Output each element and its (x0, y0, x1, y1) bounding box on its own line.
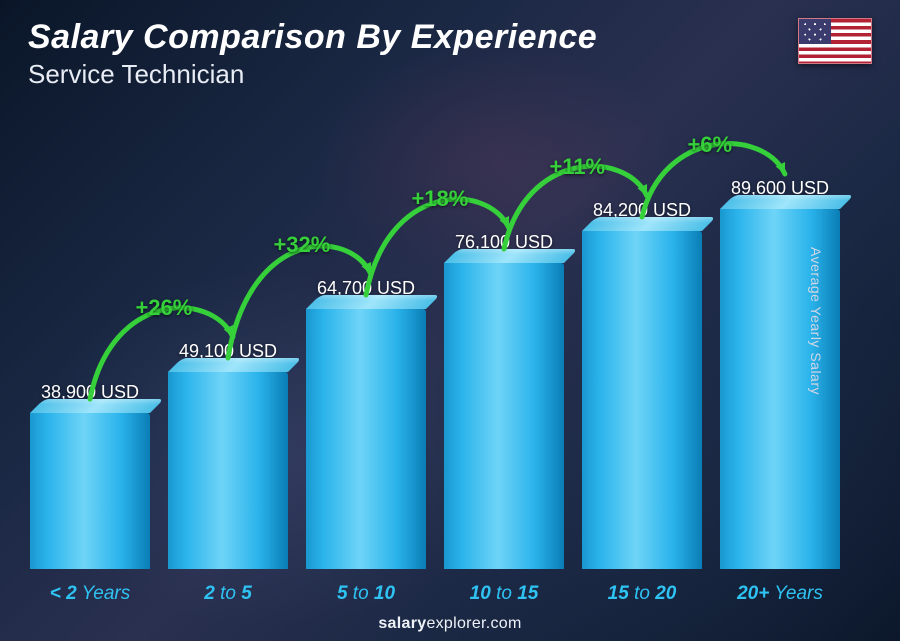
bar-front-face (444, 263, 564, 569)
bar-chart: 38,900 USD49,100 USD64,700 USD76,100 USD… (30, 109, 840, 569)
page-title: Salary Comparison By Experience (28, 18, 597, 57)
bar-front-face (168, 372, 288, 569)
footer-brand: salaryexplorer.com (0, 615, 900, 633)
x-axis-label: 10 to 15 (444, 583, 564, 605)
footer-brand-rest: explorer.com (426, 615, 521, 632)
x-axis-labels: < 2 Years 2 to 5 5 to 10 10 to 15 15 to 20 20… (30, 583, 840, 605)
bar (168, 372, 288, 569)
header: Salary Comparison By Experience Service … (28, 18, 872, 90)
bar-group: 38,900 USD (30, 382, 150, 569)
x-axis-label: < 2 Years (30, 583, 150, 605)
bar-group: 76,100 USD (444, 232, 564, 569)
y-axis-label: Average Yearly Salary (808, 247, 824, 395)
bar-top-face (168, 358, 302, 372)
bar (306, 309, 426, 569)
footer-brand-bold: salary (378, 615, 426, 632)
bar-top-face (306, 295, 440, 309)
bar (30, 413, 150, 569)
us-flag-icon (798, 18, 872, 64)
bar-top-face (30, 399, 164, 413)
x-axis-label: 5 to 10 (306, 583, 426, 605)
x-axis-label: 15 to 20 (582, 583, 702, 605)
bar (444, 263, 564, 569)
page-subtitle: Service Technician (28, 59, 597, 90)
bar-group: 49,100 USD (168, 341, 288, 569)
bar-front-face (306, 309, 426, 569)
bar-top-face (582, 217, 716, 231)
title-block: Salary Comparison By Experience Service … (28, 18, 597, 90)
bar-front-face (582, 231, 702, 569)
bar-group: 64,700 USD (306, 278, 426, 569)
x-axis-label: 20+ Years (720, 583, 840, 605)
bar-front-face (30, 413, 150, 569)
bar-group: 84,200 USD (582, 200, 702, 569)
x-axis-label: 2 to 5 (168, 583, 288, 605)
bar-top-face (720, 195, 854, 209)
bar-top-face (444, 249, 578, 263)
bar (582, 231, 702, 569)
